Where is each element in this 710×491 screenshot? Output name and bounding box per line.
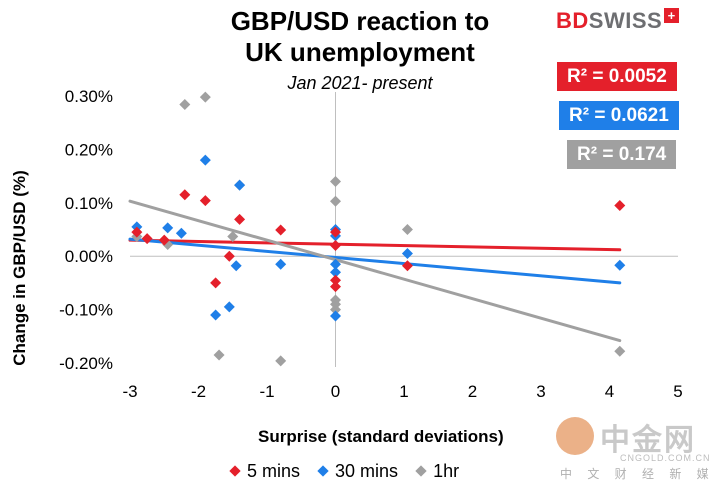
chart-title-line-2: UK unemployment — [245, 37, 475, 67]
data-point-30-mins — [223, 301, 235, 313]
data-point-30-mins — [330, 310, 341, 322]
data-point-30-mins — [162, 222, 174, 234]
data-point-30-mins — [614, 259, 626, 271]
x-tick-label: -3 — [122, 382, 137, 401]
legend-item-1hr: 1hr — [415, 461, 460, 482]
logo-cross-icon: + — [664, 8, 680, 23]
x-axis-label: Surprise (standard deviations) — [258, 427, 504, 446]
x-tick-label: -1 — [259, 382, 274, 401]
data-point-1hr — [614, 345, 626, 357]
data-point-30-mins — [175, 227, 187, 239]
x-tick-label: -2 — [191, 382, 206, 401]
data-point-1hr — [213, 349, 225, 361]
x-tick-label: 0 — [331, 382, 340, 401]
data-point-30-mins — [234, 179, 246, 191]
r2-box-5-mins: R² = 0.0052 — [557, 62, 677, 91]
data-point-30-mins — [230, 260, 242, 272]
legend-item-5-mins: 5 mins — [229, 461, 301, 482]
data-point-5-mins — [158, 234, 170, 246]
data-point-30-mins — [210, 309, 222, 321]
data-point-5-mins — [330, 226, 341, 238]
data-point-5-mins — [223, 250, 235, 262]
y-tick-label: 0.20% — [65, 140, 113, 159]
y-axis-label: Change in GBP/USD (%) — [10, 170, 29, 366]
data-point-5-mins — [275, 224, 287, 236]
data-point-1hr — [179, 99, 191, 111]
trend-line-1hr — [128, 199, 622, 343]
legend: 5 mins 30 mins 1hr — [229, 461, 473, 482]
trend-line-5-mins — [128, 238, 622, 252]
data-point-5-mins — [614, 199, 626, 211]
data-point-5-mins — [330, 281, 341, 293]
x-tick-label: 1 — [399, 382, 408, 401]
data-point-5-mins — [141, 233, 153, 245]
data-point-30-mins — [330, 266, 341, 278]
legend-label-5-mins: 5 mins — [247, 461, 301, 481]
data-point-5-mins — [131, 226, 143, 238]
watermark-tagline: 中 文 财 经 新 媒 体 — [560, 467, 710, 481]
logo-text-bd: BD — [556, 8, 589, 33]
data-point-1hr — [330, 195, 341, 207]
legend-item-30-mins: 30 mins — [317, 461, 399, 482]
x-tick-label: 2 — [468, 382, 477, 401]
x-tick-label: 3 — [536, 382, 545, 401]
y-tick-label: 0.00% — [65, 247, 113, 266]
bdswiss-logo: BDSWISS + — [556, 8, 680, 34]
x-tick-label: 5 — [673, 382, 682, 401]
data-point-5-mins — [234, 213, 246, 225]
chart-subtitle: Jan 2021- present — [287, 73, 433, 93]
data-point-30-mins — [401, 248, 413, 260]
data-point-1hr — [227, 230, 239, 242]
legend-marker-30-mins — [317, 465, 329, 477]
data-point-1hr — [199, 91, 211, 103]
x-tick-label: 4 — [605, 382, 614, 401]
cngold-logo-icon — [556, 417, 594, 455]
data-point-1hr — [401, 224, 413, 235]
r2-box-30-mins: R² = 0.0621 — [559, 101, 679, 130]
watermark-domain: CNGOLD.COM.CN — [620, 453, 710, 463]
chart-title: GBP/USD reaction to UK unemployment — [150, 6, 570, 68]
y-tick-label: 0.30% — [65, 87, 113, 106]
data-point-5-mins — [401, 260, 413, 272]
legend-label-30-mins: 30 mins — [335, 461, 399, 481]
trend-line-30-mins — [128, 237, 622, 285]
data-point-30-mins — [330, 258, 341, 270]
data-point-5-mins — [199, 195, 211, 207]
r2-box-1hr: R² = 0.174 — [567, 140, 677, 169]
y-tick-label: 0.10% — [65, 194, 113, 213]
y-tick-label: -0.10% — [59, 301, 113, 320]
y-tick-label: -0.20% — [59, 354, 113, 373]
legend-marker-1hr — [415, 465, 427, 477]
data-point-1hr — [275, 355, 287, 367]
data-point-5-mins — [210, 277, 222, 289]
data-point-1hr — [330, 304, 341, 316]
data-point-5-mins — [179, 189, 191, 201]
data-point-5-mins — [330, 274, 341, 286]
chart-title-line-1: GBP/USD reaction to — [230, 6, 490, 36]
cngold-watermark: 中金网 CNGOLD.COM.CN 中 文 财 经 新 媒 体 — [556, 415, 710, 485]
data-point-5-mins — [330, 240, 341, 252]
legend-marker-5-mins — [229, 465, 241, 477]
legend-label-1hr: 1hr — [433, 461, 460, 481]
logo-text-swiss: SWISS — [588, 8, 663, 33]
data-point-1hr — [330, 175, 341, 187]
data-point-30-mins — [199, 154, 211, 166]
data-point-30-mins — [275, 258, 287, 270]
watermark-name: 中金网 — [600, 424, 696, 457]
